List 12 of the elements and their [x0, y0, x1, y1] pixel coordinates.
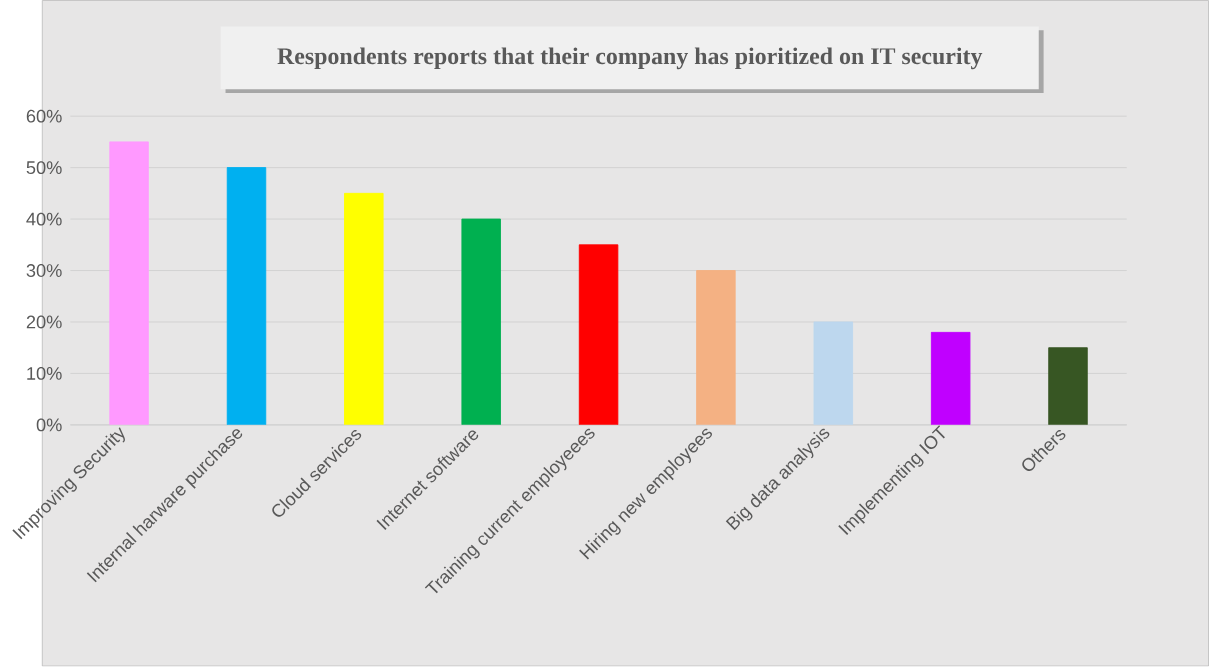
bar	[930, 332, 971, 426]
y-tick-label: 20%	[26, 315, 62, 329]
y-tick-label: 60%	[26, 109, 62, 123]
y-tick-label: 0%	[36, 418, 62, 432]
y-tick-label: 50%	[26, 161, 62, 175]
bar	[344, 193, 384, 426]
y-tick-label: 40%	[26, 212, 62, 226]
y-tick-label: 10%	[27, 367, 62, 381]
bar	[696, 270, 736, 426]
y-tick-label: 30%	[26, 264, 62, 278]
chart-title: Respondents reports that their company has pioritized on IT security	[277, 47, 983, 70]
bar	[226, 167, 267, 426]
